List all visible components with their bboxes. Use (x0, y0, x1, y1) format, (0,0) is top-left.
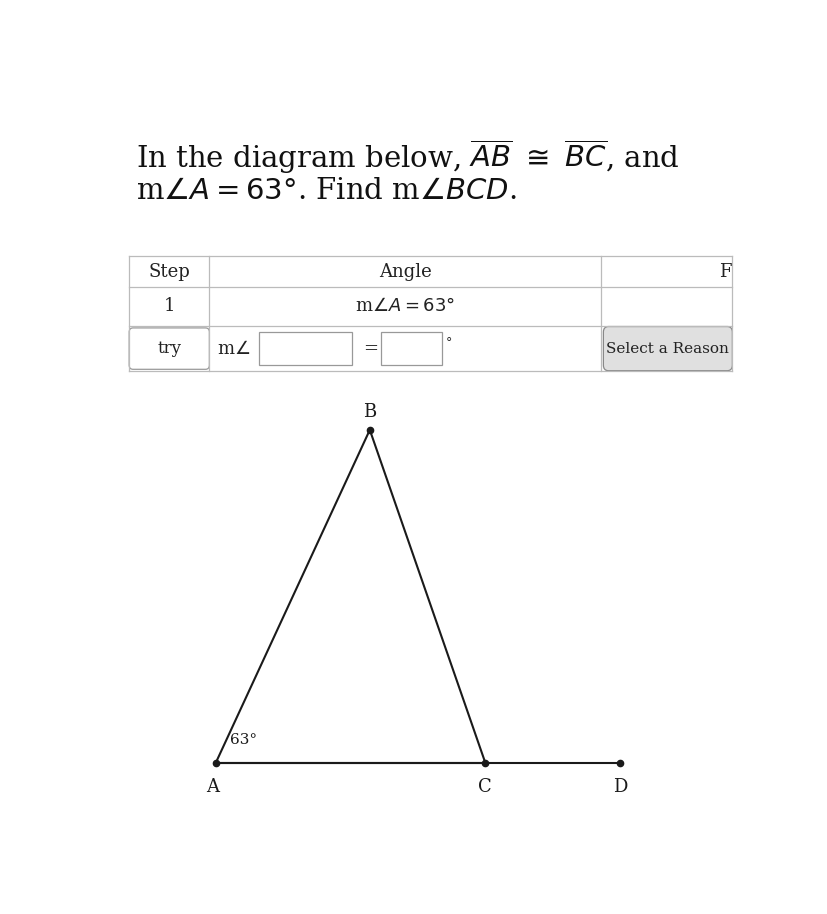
Text: 1: 1 (163, 297, 174, 315)
Text: C: C (478, 779, 491, 796)
FancyBboxPatch shape (603, 326, 731, 371)
Text: A: A (206, 779, 219, 796)
Text: m$\angle$: m$\angle$ (217, 340, 250, 357)
Text: Step: Step (148, 262, 190, 281)
FancyBboxPatch shape (259, 332, 351, 365)
Text: Select a Reason: Select a Reason (605, 342, 729, 356)
Text: m$\angle A = 63°$: m$\angle A = 63°$ (355, 297, 455, 315)
Text: try: try (157, 340, 181, 357)
Text: °: ° (446, 336, 452, 349)
FancyBboxPatch shape (381, 332, 442, 365)
Text: 63°: 63° (230, 733, 256, 748)
Text: B: B (363, 402, 376, 420)
Text: F: F (718, 262, 730, 281)
Text: In the diagram below, $\overline{AB}$ $\cong$ $\overline{BC}$, and: In the diagram below, $\overline{AB}$ $\… (136, 138, 678, 176)
Text: D: D (612, 779, 627, 796)
FancyBboxPatch shape (129, 328, 209, 369)
Text: m$\angle A = 63°$. Find m$\angle BCD$.: m$\angle A = 63°$. Find m$\angle BCD$. (136, 176, 516, 205)
Text: Angle: Angle (378, 262, 431, 281)
Text: =: = (363, 340, 378, 357)
